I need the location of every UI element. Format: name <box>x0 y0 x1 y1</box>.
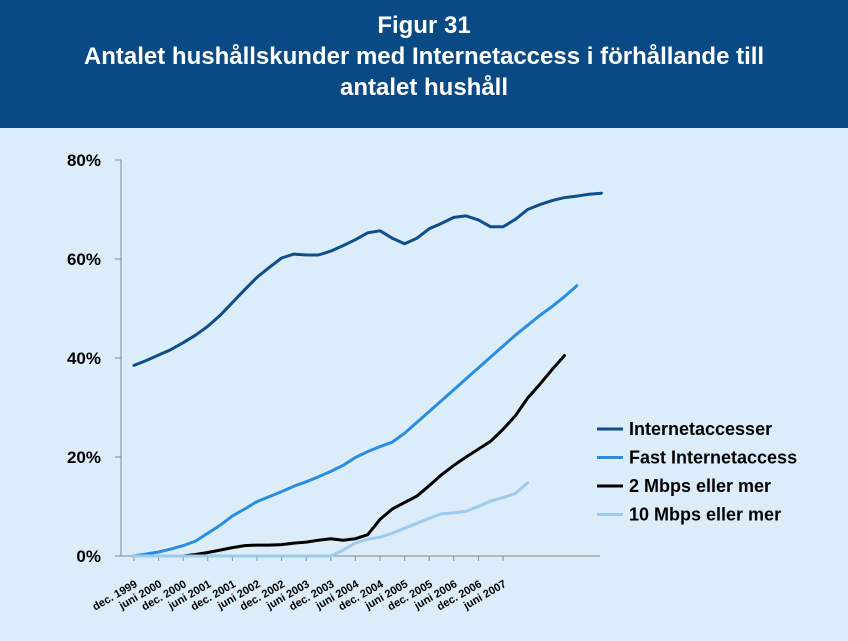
series-lines <box>132 191 603 558</box>
series-line <box>132 481 530 558</box>
y-axis-tick-label: 0% <box>76 547 101 566</box>
y-axis-tick-label: 60% <box>67 250 101 269</box>
chart-axes <box>115 159 600 561</box>
chart-legend: Internetaccesser Fast Internetaccess 2 Mbp… <box>597 419 797 525</box>
y-axis-tick-label: 80% <box>67 151 101 170</box>
y-axis-tick-label: 20% <box>67 448 101 467</box>
legend-label: Internetaccesser <box>629 419 772 439</box>
y-axis-tick-labels: 0% 20% 40% 60% 80% <box>67 151 101 566</box>
y-axis-tick-label: 40% <box>67 349 101 368</box>
legend-label: 10 Mbps eller mer <box>629 505 781 525</box>
legend-label: Fast Internetaccess <box>629 448 797 468</box>
legend-label: 2 Mbps eller mer <box>629 476 771 496</box>
chart-title-line-1: Figur 31 <box>377 12 471 39</box>
chart-title-line-2: Antalet hushållskunder med Internetacces… <box>83 43 765 70</box>
series-line <box>132 191 603 367</box>
chart-title-line-3: antalet hushåll <box>339 74 509 101</box>
series-line <box>132 354 566 558</box>
series-line <box>132 284 579 558</box>
chart-title-banner: Figur 31 Antalet hushållskunder med Inte… <box>0 0 848 128</box>
